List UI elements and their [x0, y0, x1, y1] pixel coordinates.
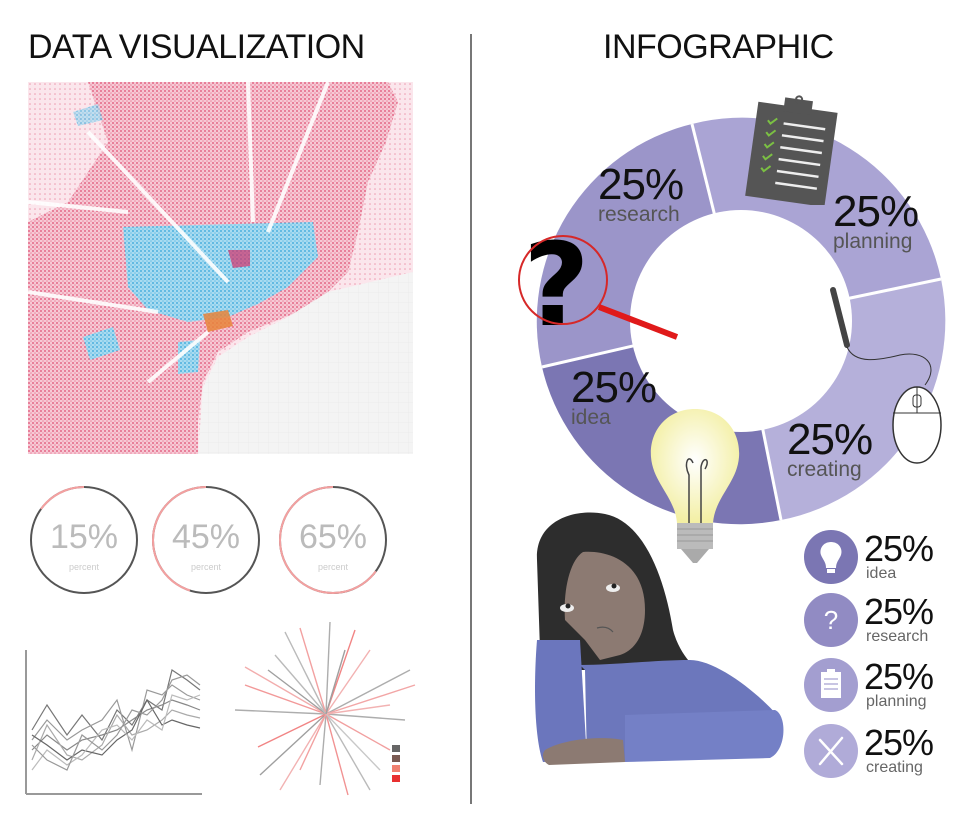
- magnifier-question-icon: ?: [515, 215, 685, 353]
- lightbulb-icon: [645, 405, 745, 580]
- clipboard-icon: [738, 95, 848, 210]
- dot-density-map: [27, 81, 413, 454]
- ring-value: 65%: [298, 518, 368, 556]
- legend-swatch-3: [392, 765, 400, 772]
- question-icon: ?: [804, 593, 858, 647]
- legend-item-research: ? 25% research: [800, 593, 970, 649]
- center-divider: [470, 34, 472, 804]
- radial-chart-legend: [392, 745, 422, 782]
- lightbulb-icon: [804, 530, 858, 584]
- multi-line-chart: [22, 640, 212, 800]
- data-visualization-title: DATA VISUALIZATION: [28, 28, 365, 66]
- thinking-woman-illustration: [515, 500, 790, 780]
- svg-text:?: ?: [523, 219, 590, 345]
- legend-item-idea: 25% idea: [800, 530, 970, 586]
- donut-label-idea: 25% idea: [571, 363, 657, 429]
- progress-ring-65: 65% percent: [277, 484, 389, 596]
- legend-item-planning: 25% planning: [800, 658, 970, 714]
- radial-burst-chart: [230, 620, 430, 800]
- legend-swatch-2: [392, 755, 400, 762]
- ring-sublabel: percent: [68, 562, 100, 572]
- ring-value: 15%: [49, 518, 119, 556]
- pen-cross-icon: [804, 724, 858, 778]
- donut-label-planning: 25% planning: [833, 187, 919, 253]
- progress-ring-45: 45% percent: [150, 484, 262, 596]
- ring-value: 45%: [171, 518, 241, 556]
- donut-label-creating: 25% creating: [787, 415, 873, 481]
- legend-swatch-1: [392, 745, 400, 752]
- clipboard-icon: [804, 658, 858, 712]
- infographic-title: INFOGRAPHIC: [603, 28, 834, 66]
- pen-mouse-icon: [825, 285, 955, 475]
- ring-sublabel: percent: [317, 562, 349, 572]
- legend-item-creating: 25% creating: [800, 724, 970, 780]
- ring-sublabel: percent: [190, 562, 222, 572]
- donut-label-research: 25% research: [598, 160, 684, 226]
- progress-ring-15: 15% percent: [28, 484, 140, 596]
- legend-swatch-4: [392, 775, 400, 782]
